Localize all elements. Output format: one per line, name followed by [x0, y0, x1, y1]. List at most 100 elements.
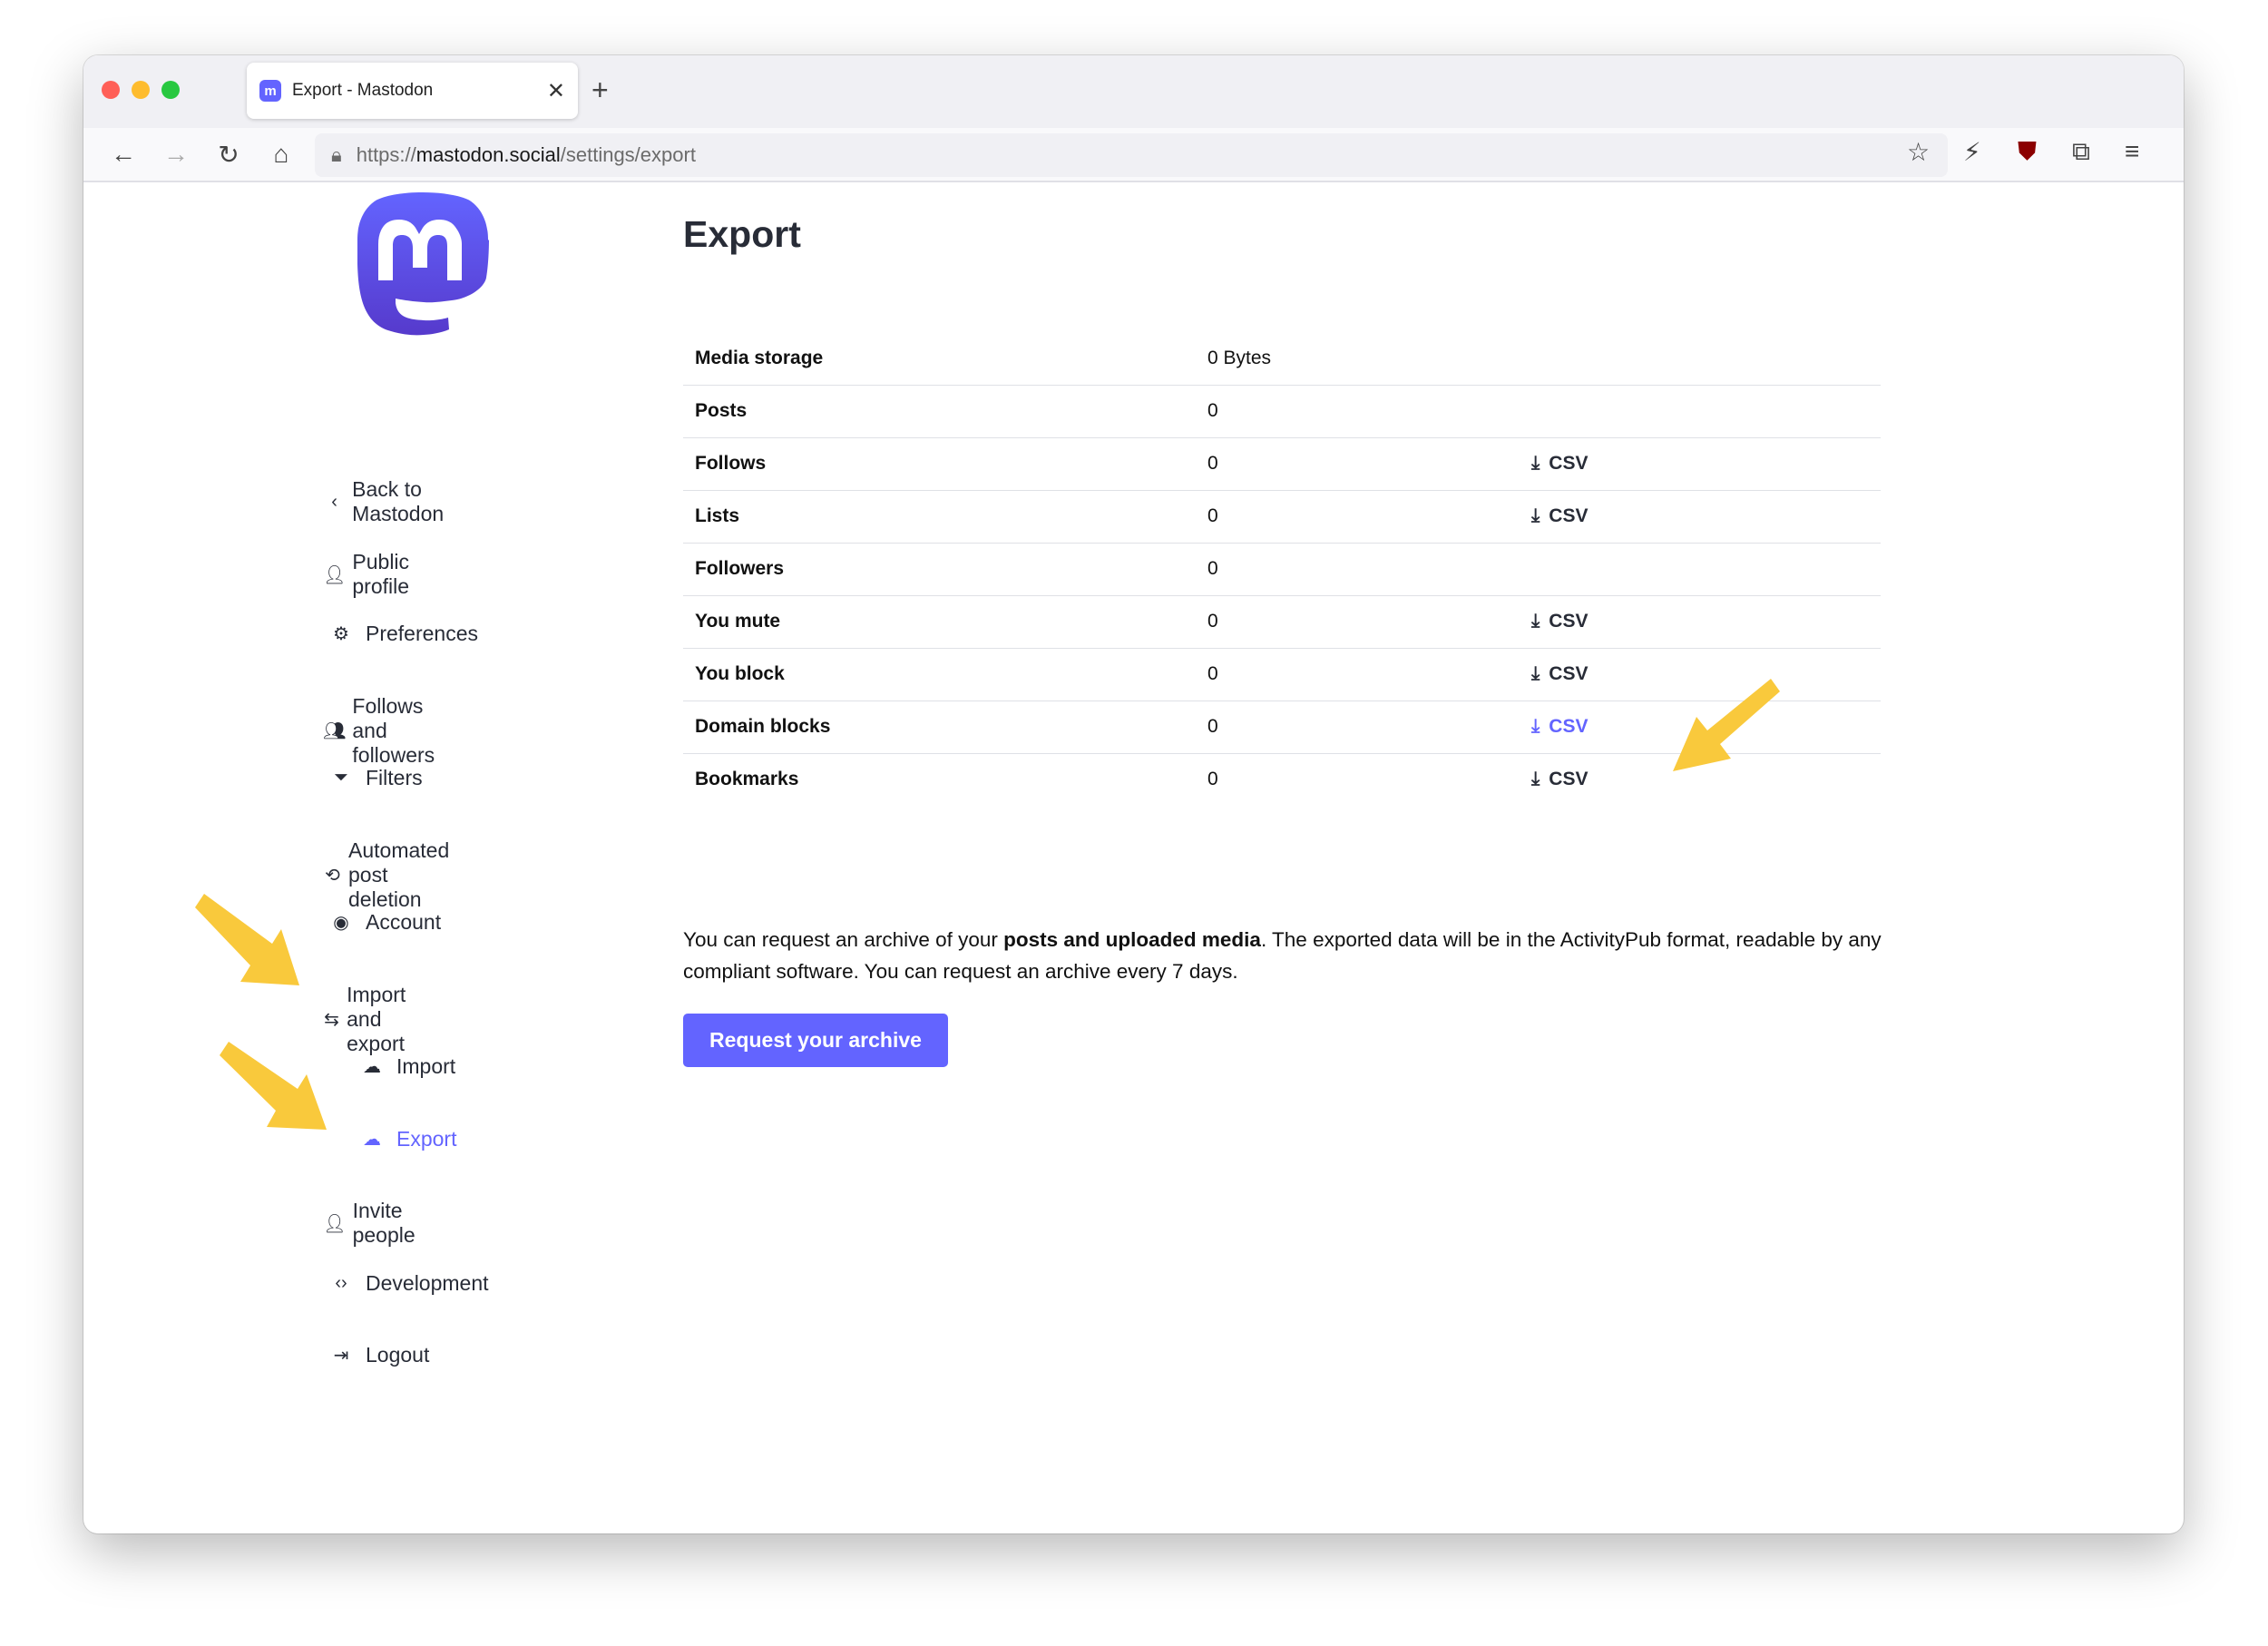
table-row: Domain blocks 0 ⤓ CSV [683, 701, 1881, 754]
row-label: Followers [683, 543, 1196, 596]
csv-download-link[interactable]: ⤓ CSV [1531, 611, 1588, 632]
table-row: Media storage 0 Bytes [683, 332, 1881, 386]
sidebar-item-follows-and-followers[interactable]: 👥︎ Follows and followers [323, 694, 448, 768]
nav-toolbar: ← → ↻ ⌂ 🔒︎ https://mastodon.social/setti… [83, 128, 2184, 182]
row-value: 0 [1207, 769, 1218, 790]
sidebar-item-preferences[interactable]: ⚙ Preferences [333, 622, 478, 646]
table-row: Posts 0 [683, 385, 1881, 438]
sidebar-item-label: Follows and followers [352, 694, 435, 767]
row-value: 0 [1196, 595, 1495, 649]
cloud-upload-icon: ☁ [363, 1057, 381, 1077]
code-icon: ‹› [335, 1273, 347, 1293]
row-value: 0 [1196, 437, 1495, 491]
sidebar-item-automated-post-deletion[interactable]: ⟲ Automated post deletion [325, 838, 466, 912]
csv-download-link[interactable]: ⤓ CSV [1531, 716, 1588, 738]
browser-window: m Export - Mastodon ✕ + ← → ↻ ⌂ 🔒︎ https… [83, 55, 2184, 1533]
row-label: Posts [683, 385, 1196, 438]
tab-title: Export - Mastodon [292, 81, 434, 100]
row-action: ⤓ CSV [1495, 753, 1881, 806]
archive-info: You can request an archive of your posts… [683, 924, 1890, 987]
menu-icon[interactable]: ≡ [2125, 137, 2140, 165]
chevron-left-icon: ‹ [331, 491, 337, 512]
table-row: Bookmarks 0 ⤓ CSV [683, 753, 1881, 806]
sidebar-item-public-profile[interactable]: 👤︎ Public profile [323, 550, 423, 599]
info-text: You can request an archive of your [683, 928, 1004, 951]
sidebar-item-label: Export [396, 1127, 457, 1151]
home-icon[interactable]: ⌂ [273, 140, 289, 168]
export-table: Media storage 0 Bytes Posts 0 Follows 0 ⤓ CSV Li… [683, 332, 1881, 806]
sidebar-item-label: Development [366, 1271, 489, 1295]
csv-download-link[interactable]: ⤓ CSV [1531, 453, 1588, 475]
table-row: You block 0 ⤓ CSV [683, 648, 1881, 701]
csv-download-link[interactable]: ⤓ CSV [1531, 505, 1588, 527]
row-label: Domain blocks [683, 701, 1196, 754]
sidebar-item-filters[interactable]: ⏷ Filters [334, 766, 423, 790]
forward-icon[interactable]: → [163, 140, 189, 168]
bookmark-star-icon[interactable]: ☆ [1907, 138, 1931, 166]
row-label: Lists [683, 490, 1196, 544]
close-window-button[interactable] [102, 81, 120, 99]
sidebar-item-back-to-mastodon[interactable]: ‹ Back to Mastodon [331, 477, 457, 526]
sidebar-item-label: Public profile [352, 550, 410, 598]
row-action: ⤓ CSV [1495, 595, 1881, 649]
reload-icon[interactable]: ↻ [218, 140, 240, 169]
sidebar-item-label: Import and export [347, 983, 406, 1055]
sidebar-item-logout[interactable]: ⇥ Logout [334, 1343, 430, 1367]
annotation-arrow [195, 894, 299, 985]
sidebar-item-label: Back to Mastodon [352, 477, 445, 525]
download-icon: ⤓ [1531, 716, 1540, 737]
new-tab-button[interactable]: + [591, 73, 609, 106]
download-icon: ⤓ [1531, 663, 1540, 684]
table-row: Lists 0 ⤓ CSV [683, 490, 1881, 544]
import-export-icon: ⇆ [324, 1010, 339, 1030]
row-label: You block [683, 648, 1196, 701]
people-icon: 👥︎ [323, 721, 347, 741]
extensions-puzzle-icon[interactable]: ⧉ [2072, 137, 2090, 165]
url-bar[interactable]: 🔒︎ https://mastodon.social/settings/expo… [315, 133, 1948, 177]
ublock-shield-icon[interactable]: ⛊ [2018, 137, 2038, 165]
sidebar-item-label: Import [396, 1054, 456, 1078]
row-label: You mute [683, 595, 1196, 649]
row-action [1495, 332, 1881, 386]
row-action [1495, 543, 1881, 596]
csv-label: CSV [1549, 505, 1589, 526]
page-title: Export [683, 213, 801, 255]
sidebar-item-import[interactable]: ☁ Import [363, 1054, 456, 1079]
close-tab-icon[interactable]: ✕ [546, 78, 565, 103]
logout-icon: ⇥ [333, 1346, 349, 1366]
table-row: Followers 0 [683, 543, 1881, 596]
sidebar-item-account[interactable]: ◉ Account [333, 910, 442, 935]
download-icon: ⤓ [1531, 505, 1540, 526]
csv-download-link[interactable]: ⤓ CSV [1531, 769, 1588, 790]
url-host: mastodon.social [415, 143, 561, 166]
minimize-window-button[interactable] [132, 81, 150, 99]
row-label: Media storage [683, 332, 1196, 386]
maximize-window-button[interactable] [161, 81, 180, 99]
sidebar-item-development[interactable]: ‹› Development [335, 1271, 489, 1296]
tab-export[interactable]: m Export - Mastodon ✕ [247, 63, 578, 119]
info-bold-text: posts and uploaded media [1003, 928, 1261, 951]
sidebar-item-import-and-export[interactable]: ⇆ Import and export [324, 983, 425, 1056]
row-value: 0 [1196, 543, 1495, 596]
sidebar-item-invite-people[interactable]: 👤︎ Invite people [323, 1199, 428, 1248]
row-label: Follows [683, 437, 1196, 491]
extension-icon[interactable]: ⚡︎ [1963, 138, 1981, 166]
row-value: 0 [1196, 385, 1495, 438]
sidebar-item-label: Logout [366, 1343, 430, 1367]
lock-icon: 🔒︎ [331, 143, 342, 166]
mastodon-favicon-icon: m [259, 80, 281, 102]
info-text-end: . The exported data will be in the Activ… [683, 928, 1882, 983]
sidebar-item-label: Account [366, 910, 442, 934]
row-value: 0 [1196, 701, 1495, 754]
request-archive-button[interactable]: Request your archive [683, 1014, 948, 1067]
table-row: Follows 0 ⤓ CSV [683, 437, 1881, 491]
csv-label: CSV [1549, 769, 1589, 790]
table-row: You mute 0 ⤓ CSV [683, 595, 1881, 649]
tab-bar: m Export - Mastodon ✕ + [83, 55, 2184, 128]
mastodon-logo [357, 192, 489, 336]
sidebar-item-export[interactable]: ☁ Export [363, 1127, 457, 1151]
back-icon[interactable]: ← [111, 140, 136, 168]
csv-download-link[interactable]: ⤓ CSV [1531, 663, 1588, 685]
sidebar-item-label: Automated post deletion [348, 838, 450, 911]
